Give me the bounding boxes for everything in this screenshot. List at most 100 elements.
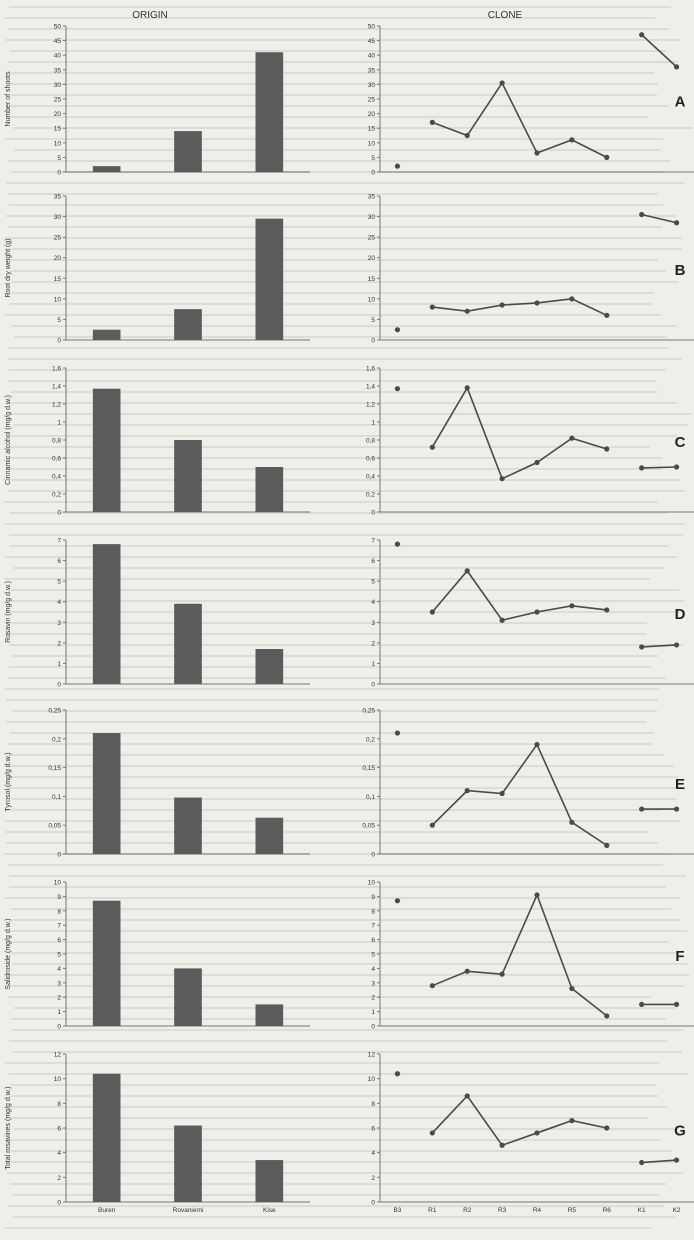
- data-point: [569, 435, 575, 441]
- y-tick-label: 4: [371, 1150, 375, 1157]
- y-tick-label: 3: [371, 980, 375, 987]
- y-tick-label: 7: [371, 538, 375, 545]
- background-text-line: [8, 28, 669, 30]
- data-point: [394, 386, 401, 392]
- y-tick-label: 50: [54, 24, 62, 31]
- background-text-line: [4, 237, 682, 239]
- y-tick-label: 10: [54, 296, 62, 303]
- data-point: [534, 609, 540, 615]
- data-point: [499, 302, 505, 308]
- y-tick-label: 7: [371, 923, 375, 930]
- series-line: [641, 213, 677, 224]
- background-text-line: [8, 864, 664, 866]
- y-tick-label: 0,05: [362, 823, 375, 830]
- series-line: [641, 644, 677, 648]
- data-point: [569, 1118, 575, 1124]
- background-text-line: [10, 732, 654, 734]
- background-text-line: [8, 754, 666, 756]
- data-point: [534, 892, 540, 898]
- background-text-line: [5, 116, 648, 118]
- y-tick-label: 10: [54, 880, 62, 887]
- x-tick-label: B3: [393, 1207, 401, 1214]
- background-text-line: [4, 820, 680, 822]
- data-point: [639, 1159, 645, 1166]
- y-tick-label: 10: [54, 140, 62, 147]
- background-text-line: [12, 941, 670, 943]
- y-tick-label: 1: [371, 1009, 375, 1016]
- background-text-line: [9, 644, 683, 646]
- data-point: [639, 211, 645, 218]
- y-tick-label: 25: [54, 97, 62, 104]
- y-tick-label: 0,15: [48, 765, 61, 772]
- bar: [255, 817, 284, 854]
- x-tick-label: K1: [638, 1207, 646, 1214]
- background-text-line: [4, 1227, 652, 1229]
- data-point: [639, 465, 645, 471]
- bar: [174, 968, 202, 1026]
- y-tick-label: 0,25: [362, 708, 375, 715]
- y-tick-label: 15: [368, 126, 376, 133]
- y-tick-label: 3: [57, 620, 61, 627]
- data-point: [499, 476, 505, 482]
- background-text-line: [6, 809, 662, 811]
- data-point: [394, 898, 401, 904]
- background-text-line: [9, 50, 667, 52]
- background-text-line: [6, 468, 662, 470]
- bar: [92, 1073, 121, 1202]
- y-tick-label: 1,2: [366, 402, 375, 409]
- series-line: [641, 34, 678, 68]
- y-tick-label: 6: [371, 937, 375, 944]
- data-point: [673, 806, 680, 812]
- y-tick-label: 0: [371, 170, 375, 177]
- y-tick-label: 2: [371, 1175, 375, 1182]
- data-point: [394, 730, 401, 736]
- background-text-line: [6, 402, 678, 404]
- data-point: [394, 163, 401, 169]
- background-text-line: [6, 611, 680, 613]
- background-text-line: [10, 985, 684, 987]
- background-text-line: [5, 138, 663, 140]
- y-tick-label: 0: [57, 682, 61, 689]
- background-text-line: [5, 17, 655, 19]
- background-text-line: [6, 1106, 668, 1108]
- y-tick-label: 25: [368, 235, 376, 242]
- background-text-line: [7, 1117, 648, 1119]
- background-text-line: [13, 1007, 676, 1009]
- data-point: [639, 32, 645, 38]
- background-text-line: [9, 204, 663, 206]
- background-text-line: [9, 1040, 667, 1042]
- y-tick-label: 1,4: [52, 384, 61, 391]
- panel-letter: D: [675, 606, 686, 623]
- bar: [255, 467, 284, 512]
- y-axis-label: Root dry weight (g): [5, 238, 12, 297]
- background-text-line: [4, 501, 659, 503]
- background-text-line: [12, 567, 664, 569]
- y-tick-label: 0: [371, 682, 375, 689]
- y-tick-label: 0: [57, 852, 61, 859]
- data-point: [429, 983, 435, 989]
- background-text-line: [13, 336, 667, 338]
- y-tick-label: 5: [371, 952, 375, 959]
- x-tick-label: Buren: [98, 1207, 116, 1214]
- background-text-line: [8, 666, 652, 668]
- data-point: [464, 1093, 470, 1099]
- background-text-line: [11, 1029, 683, 1031]
- background-text-line: [5, 182, 686, 184]
- y-tick-label: 5: [57, 155, 61, 162]
- background-text-line: [6, 380, 657, 382]
- bar: [174, 1125, 202, 1202]
- background-text-line: [6, 61, 679, 63]
- background-text-line: [12, 655, 659, 657]
- y-axis-label: Rosavin (mg/g d.w.): [5, 581, 12, 643]
- background-text-line: [6, 677, 667, 679]
- y-tick-label: 40: [54, 53, 62, 60]
- background-text-line: [9, 512, 668, 514]
- background-text-line: [8, 369, 667, 371]
- background-text-line: [10, 72, 654, 74]
- y-axis-label: Cinnamic alcohol (mg/g d.w.): [5, 395, 12, 485]
- y-tick-label: 0,8: [52, 438, 61, 445]
- y-tick-label: 5: [57, 317, 61, 324]
- data-point: [569, 985, 575, 992]
- background-text-line: [8, 952, 678, 954]
- background-text-line: [8, 534, 684, 536]
